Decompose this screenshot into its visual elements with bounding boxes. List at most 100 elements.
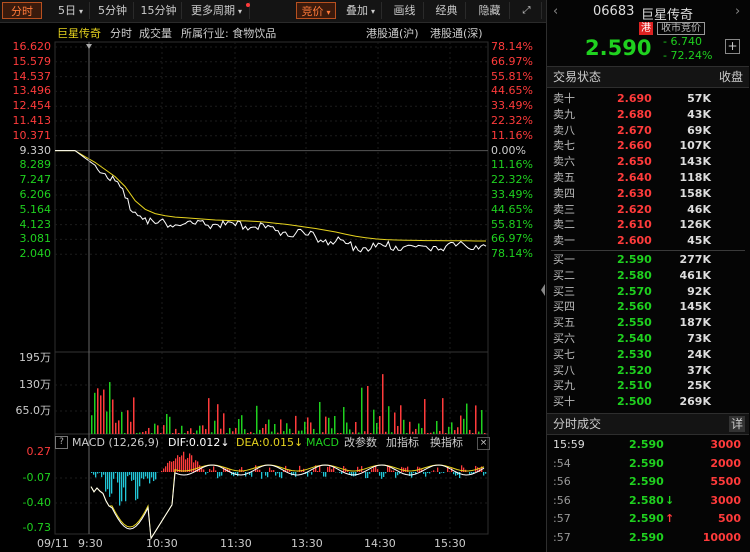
order-book-header: 交易状态 收盘 <box>547 66 749 88</box>
trade-time: 15:59 <box>553 438 585 451</box>
macd-bar <box>279 472 281 478</box>
macd-bar <box>259 469 261 472</box>
macd-bar <box>95 472 97 478</box>
macd-bar <box>115 472 117 474</box>
percent-tick: 11.16% <box>491 128 533 142</box>
macd-bar <box>453 472 455 475</box>
macd-bar <box>183 451 185 472</box>
arrow-down-icon: ↓ <box>665 493 675 507</box>
change-params-button[interactable]: 改参数 <box>344 436 377 449</box>
bid-label: 买二 <box>553 268 575 282</box>
macd-bar <box>381 472 383 479</box>
volume-bar <box>391 432 393 434</box>
add-watchlist-button[interactable]: + <box>725 39 740 54</box>
ask-row[interactable]: 卖三 2.620 46K <box>553 202 743 217</box>
ask-label: 卖五 <box>553 171 575 184</box>
arrow-up-icon: ↑ <box>665 512 675 525</box>
tab-auction[interactable]: 竞价 <box>296 2 336 19</box>
tab-draw-line[interactable]: 画线 <box>386 2 424 19</box>
percent-tick: 22.32% <box>491 173 533 187</box>
collapse-button[interactable]: 收盘 <box>719 70 744 84</box>
tab-5min[interactable]: 5分钟 <box>92 2 134 19</box>
volume-bar <box>427 433 429 434</box>
tab-chart-volume[interactable]: 成交量 <box>139 27 172 40</box>
notification-dot <box>246 3 250 7</box>
add-indicator-button[interactable]: 加指标 <box>386 436 419 449</box>
ask-row[interactable]: 卖二 2.610 126K <box>553 217 743 232</box>
ask-volume: 158K <box>679 186 712 200</box>
ask-row[interactable]: 卖五 2.640 118K <box>553 170 743 185</box>
tab-chart-intraday[interactable]: 分时 <box>110 27 132 40</box>
macd-bar <box>413 472 415 473</box>
volume-bar <box>340 433 342 434</box>
expand-icon[interactable]: ⤢ <box>512 2 542 19</box>
tab-5day[interactable]: 5日 <box>52 2 90 19</box>
ask-row[interactable]: 卖九 2.680 43K <box>553 107 743 122</box>
volume-bar <box>328 417 330 434</box>
volume-bar <box>100 395 102 434</box>
ask-row[interactable]: 卖四 2.630 158K <box>553 186 743 201</box>
ask-row[interactable]: 卖八 2.670 69K <box>553 123 743 138</box>
help-icon[interactable]: ? <box>55 436 68 449</box>
macd-bar <box>269 467 271 472</box>
tab-hide[interactable]: 隐藏 <box>470 2 510 19</box>
bid-row[interactable]: 买四 2.560 145K <box>553 299 743 314</box>
volume-bar <box>424 399 426 434</box>
bid-row[interactable]: 买五 2.550 187K <box>553 315 743 330</box>
tab-overlay[interactable]: 叠加 <box>340 2 382 19</box>
volume-bar <box>469 429 471 434</box>
macd-bar <box>119 472 121 506</box>
bid-row[interactable]: 买六 2.540 73K <box>553 331 743 346</box>
volume-bar <box>430 432 432 434</box>
macd-bar <box>379 472 381 476</box>
close-icon[interactable]: × <box>477 437 490 450</box>
ask-row[interactable]: 卖一 2.600 45K <box>553 233 743 248</box>
macd-bar <box>475 465 477 472</box>
macd-bar <box>449 471 451 472</box>
prev-stock-icon[interactable]: ‹ <box>553 4 559 19</box>
bid-row[interactable]: 买十 2.500 269K <box>553 394 743 409</box>
volume-bar <box>463 418 465 434</box>
bid-row[interactable]: 买七 2.530 24K <box>553 347 743 362</box>
switch-indicator-button[interactable]: 换指标 <box>430 436 463 449</box>
macd-bar <box>395 472 397 478</box>
bid-row[interactable]: 买三 2.570 92K <box>553 284 743 299</box>
trade-price: 2.590 <box>629 512 664 525</box>
trade-volume: 3000 <box>710 493 741 507</box>
volume-bar <box>211 432 213 434</box>
panel-splitter-handle[interactable] <box>540 270 546 310</box>
volume-bar <box>151 433 153 434</box>
bid-row[interactable]: 买八 2.520 37K <box>553 363 743 378</box>
macd-bar <box>167 462 169 472</box>
macd-bar <box>123 472 125 488</box>
price-tick: 13.496 <box>12 84 52 98</box>
trade-row: :57 2.590 ↑ 500 <box>553 510 745 528</box>
ask-row[interactable]: 卖十 2.690 57K <box>553 91 743 106</box>
tab-classic[interactable]: 经典 <box>428 2 466 19</box>
detail-button[interactable]: 详 <box>729 416 745 432</box>
bid-label: 买八 <box>553 363 575 377</box>
macd-bar <box>201 466 203 472</box>
tab-intraday[interactable]: 分时 <box>2 2 42 19</box>
price-tick: 9.330 <box>19 143 52 157</box>
trade-price: 2.590 <box>629 530 664 544</box>
tab-more-periods[interactable]: 更多周期 <box>184 2 250 19</box>
intraday-chart[interactable] <box>0 0 546 552</box>
macd-bar <box>417 466 419 472</box>
bid-row[interactable]: 买一 2.590 277K <box>553 252 743 267</box>
next-stock-icon[interactable]: › <box>735 4 741 19</box>
bid-row[interactable]: 买二 2.580 461K <box>553 268 743 283</box>
macd-bar <box>425 472 427 477</box>
volume-bar <box>175 428 177 434</box>
price-tick: 5.164 <box>19 202 52 216</box>
ask-row[interactable]: 卖六 2.650 143K <box>553 154 743 169</box>
tab-15min[interactable]: 15分钟 <box>136 2 182 19</box>
tab-chart-industry[interactable]: 所属行业: 食物饮品 <box>181 27 277 40</box>
macd-bar <box>325 472 327 477</box>
stock-name-label: 巨星传奇 <box>57 27 101 40</box>
macd-bar <box>311 472 313 475</box>
macd-title[interactable]: MACD (12,26,9) <box>72 436 160 449</box>
bid-row[interactable]: 买九 2.510 25K <box>553 378 743 393</box>
price-tick: 4.123 <box>19 217 52 231</box>
ask-row[interactable]: 卖七 2.660 107K <box>553 138 743 153</box>
